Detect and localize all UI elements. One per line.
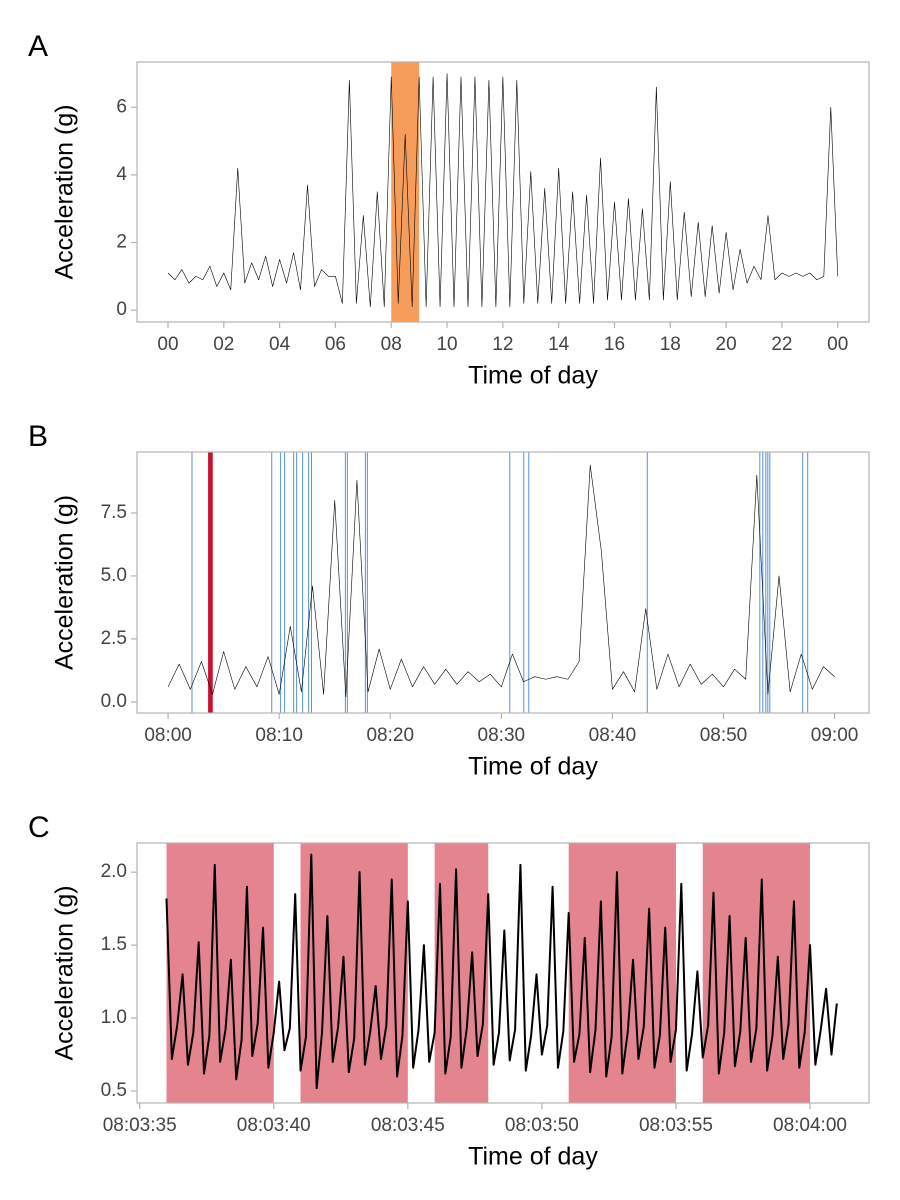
y-axis-label: Acceleration (g) [51,495,79,670]
x-tick-label: 22 [771,334,792,355]
panel-label: B [28,420,48,453]
highlight-band [166,843,274,1103]
data-line [167,73,839,308]
data-line [167,464,835,698]
x-tick-label: 08:50 [700,725,748,746]
y-tick-label: 4 [116,164,127,185]
x-tick-label: 06 [325,334,346,355]
y-tick-label: 1.5 [101,934,127,955]
x-tick-label: 10 [436,334,457,355]
y-axis-label: Acceleration (g) [51,885,79,1060]
y-tick-label: 1.0 [101,1007,127,1028]
x-tick-label: 08 [381,334,402,355]
x-tick-label: 08:04:00 [773,1115,847,1136]
x-tick-label: 00 [827,334,848,355]
x-tick-label: 12 [492,334,513,355]
plot-frame [136,61,870,323]
plot-frame [136,842,870,1104]
x-tick-label: 08:03:35 [103,1115,177,1136]
y-tick-label: 6 [116,96,127,117]
x-axis-label: Time of day [468,753,598,781]
y-tick-label: 7.5 [101,502,127,523]
panel-label: C [28,811,50,844]
y-tick-label: 0.5 [101,1080,127,1101]
x-tick-label: 08:20 [366,725,414,746]
y-tick-label: 0 [116,299,127,320]
data-line [165,853,838,1090]
x-tick-label: 08:03:50 [505,1115,579,1136]
x-tick-label: 08:03:55 [639,1115,713,1136]
x-axis-label: Time of day [468,1143,598,1171]
y-tick-label: 0.0 [101,691,127,712]
x-tick-label: 08:10 [255,725,303,746]
x-tick-label: 08:40 [589,725,637,746]
x-tick-label: 00 [157,334,178,355]
x-tick-label: 20 [716,334,737,355]
y-tick-label: 2 [116,232,127,253]
x-axis-label: Time of day [468,362,598,390]
highlight-band [391,62,420,322]
x-tick-label: 09:00 [811,725,859,746]
x-tick-label: 02 [213,334,234,355]
x-tick-label: 04 [269,334,291,355]
y-tick-label: 2.0 [101,861,127,882]
x-tick-label: 08:03:45 [371,1115,445,1136]
y-tick-label: 2.5 [101,628,127,649]
highlight-band [208,452,213,713]
x-tick-label: 08:30 [478,725,526,746]
x-tick-label: 08:00 [144,725,192,746]
x-tick-label: 18 [660,334,681,355]
x-tick-label: 08:03:40 [237,1115,311,1136]
panel-label: A [28,30,48,63]
y-axis-label: Acceleration (g) [51,104,79,279]
x-tick-label: 16 [604,334,625,355]
y-tick-label: 5.0 [101,565,127,586]
x-tick-label: 14 [548,334,570,355]
plot-frame [136,451,870,714]
